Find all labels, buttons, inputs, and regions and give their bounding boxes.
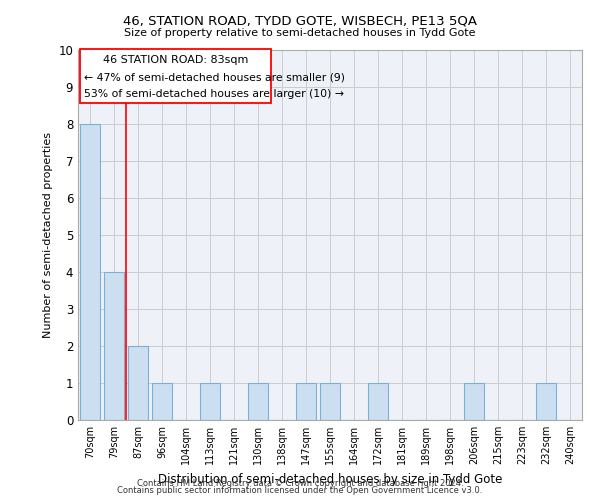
Text: Contains public sector information licensed under the Open Government Licence v3: Contains public sector information licen… <box>118 486 482 495</box>
Bar <box>152 383 172 420</box>
Bar <box>320 383 340 420</box>
Bar <box>80 124 100 420</box>
Text: Contains HM Land Registry data © Crown copyright and database right 2024.: Contains HM Land Registry data © Crown c… <box>137 478 463 488</box>
Bar <box>368 383 388 420</box>
Bar <box>248 383 268 420</box>
Bar <box>536 383 556 420</box>
Bar <box>128 346 148 420</box>
Text: 46 STATION ROAD: 83sqm: 46 STATION ROAD: 83sqm <box>103 55 248 65</box>
Bar <box>104 272 124 420</box>
Text: 46, STATION ROAD, TYDD GOTE, WISBECH, PE13 5QA: 46, STATION ROAD, TYDD GOTE, WISBECH, PE… <box>123 15 477 28</box>
Bar <box>464 383 484 420</box>
Bar <box>296 383 316 420</box>
Text: 53% of semi-detached houses are larger (10) →: 53% of semi-detached houses are larger (… <box>83 88 344 99</box>
Text: Size of property relative to semi-detached houses in Tydd Gote: Size of property relative to semi-detach… <box>124 28 476 38</box>
FancyBboxPatch shape <box>80 49 271 102</box>
X-axis label: Distribution of semi-detached houses by size in Tydd Gote: Distribution of semi-detached houses by … <box>158 472 502 486</box>
Bar <box>200 383 220 420</box>
Y-axis label: Number of semi-detached properties: Number of semi-detached properties <box>43 132 53 338</box>
Text: ← 47% of semi-detached houses are smaller (9): ← 47% of semi-detached houses are smalle… <box>83 72 344 82</box>
